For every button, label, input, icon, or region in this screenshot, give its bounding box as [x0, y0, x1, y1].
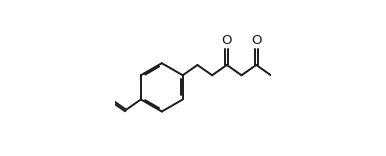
Text: O: O	[251, 34, 261, 47]
Text: O: O	[222, 34, 232, 47]
